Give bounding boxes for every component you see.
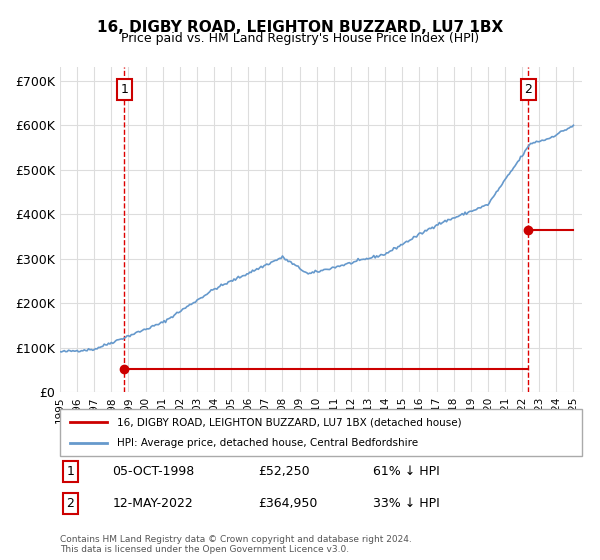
Text: 12-MAY-2022: 12-MAY-2022 <box>112 497 193 510</box>
Text: 2: 2 <box>524 83 532 96</box>
Text: 61% ↓ HPI: 61% ↓ HPI <box>373 465 440 478</box>
Text: £52,250: £52,250 <box>259 465 310 478</box>
Text: 2: 2 <box>67 497 74 510</box>
Text: Price paid vs. HM Land Registry's House Price Index (HPI): Price paid vs. HM Land Registry's House … <box>121 32 479 45</box>
Text: 16, DIGBY ROAD, LEIGHTON BUZZARD, LU7 1BX: 16, DIGBY ROAD, LEIGHTON BUZZARD, LU7 1B… <box>97 20 503 35</box>
Text: 33% ↓ HPI: 33% ↓ HPI <box>373 497 440 510</box>
Text: £364,950: £364,950 <box>259 497 318 510</box>
Text: 16, DIGBY ROAD, LEIGHTON BUZZARD, LU7 1BX (detached house): 16, DIGBY ROAD, LEIGHTON BUZZARD, LU7 1B… <box>118 417 462 427</box>
Text: HPI: Average price, detached house, Central Bedfordshire: HPI: Average price, detached house, Cent… <box>118 438 419 448</box>
Text: 05-OCT-1998: 05-OCT-1998 <box>112 465 194 478</box>
FancyBboxPatch shape <box>60 409 582 456</box>
Text: 1: 1 <box>67 465 74 478</box>
Text: Contains HM Land Registry data © Crown copyright and database right 2024.
This d: Contains HM Land Registry data © Crown c… <box>60 535 412 554</box>
Text: 1: 1 <box>121 83 128 96</box>
